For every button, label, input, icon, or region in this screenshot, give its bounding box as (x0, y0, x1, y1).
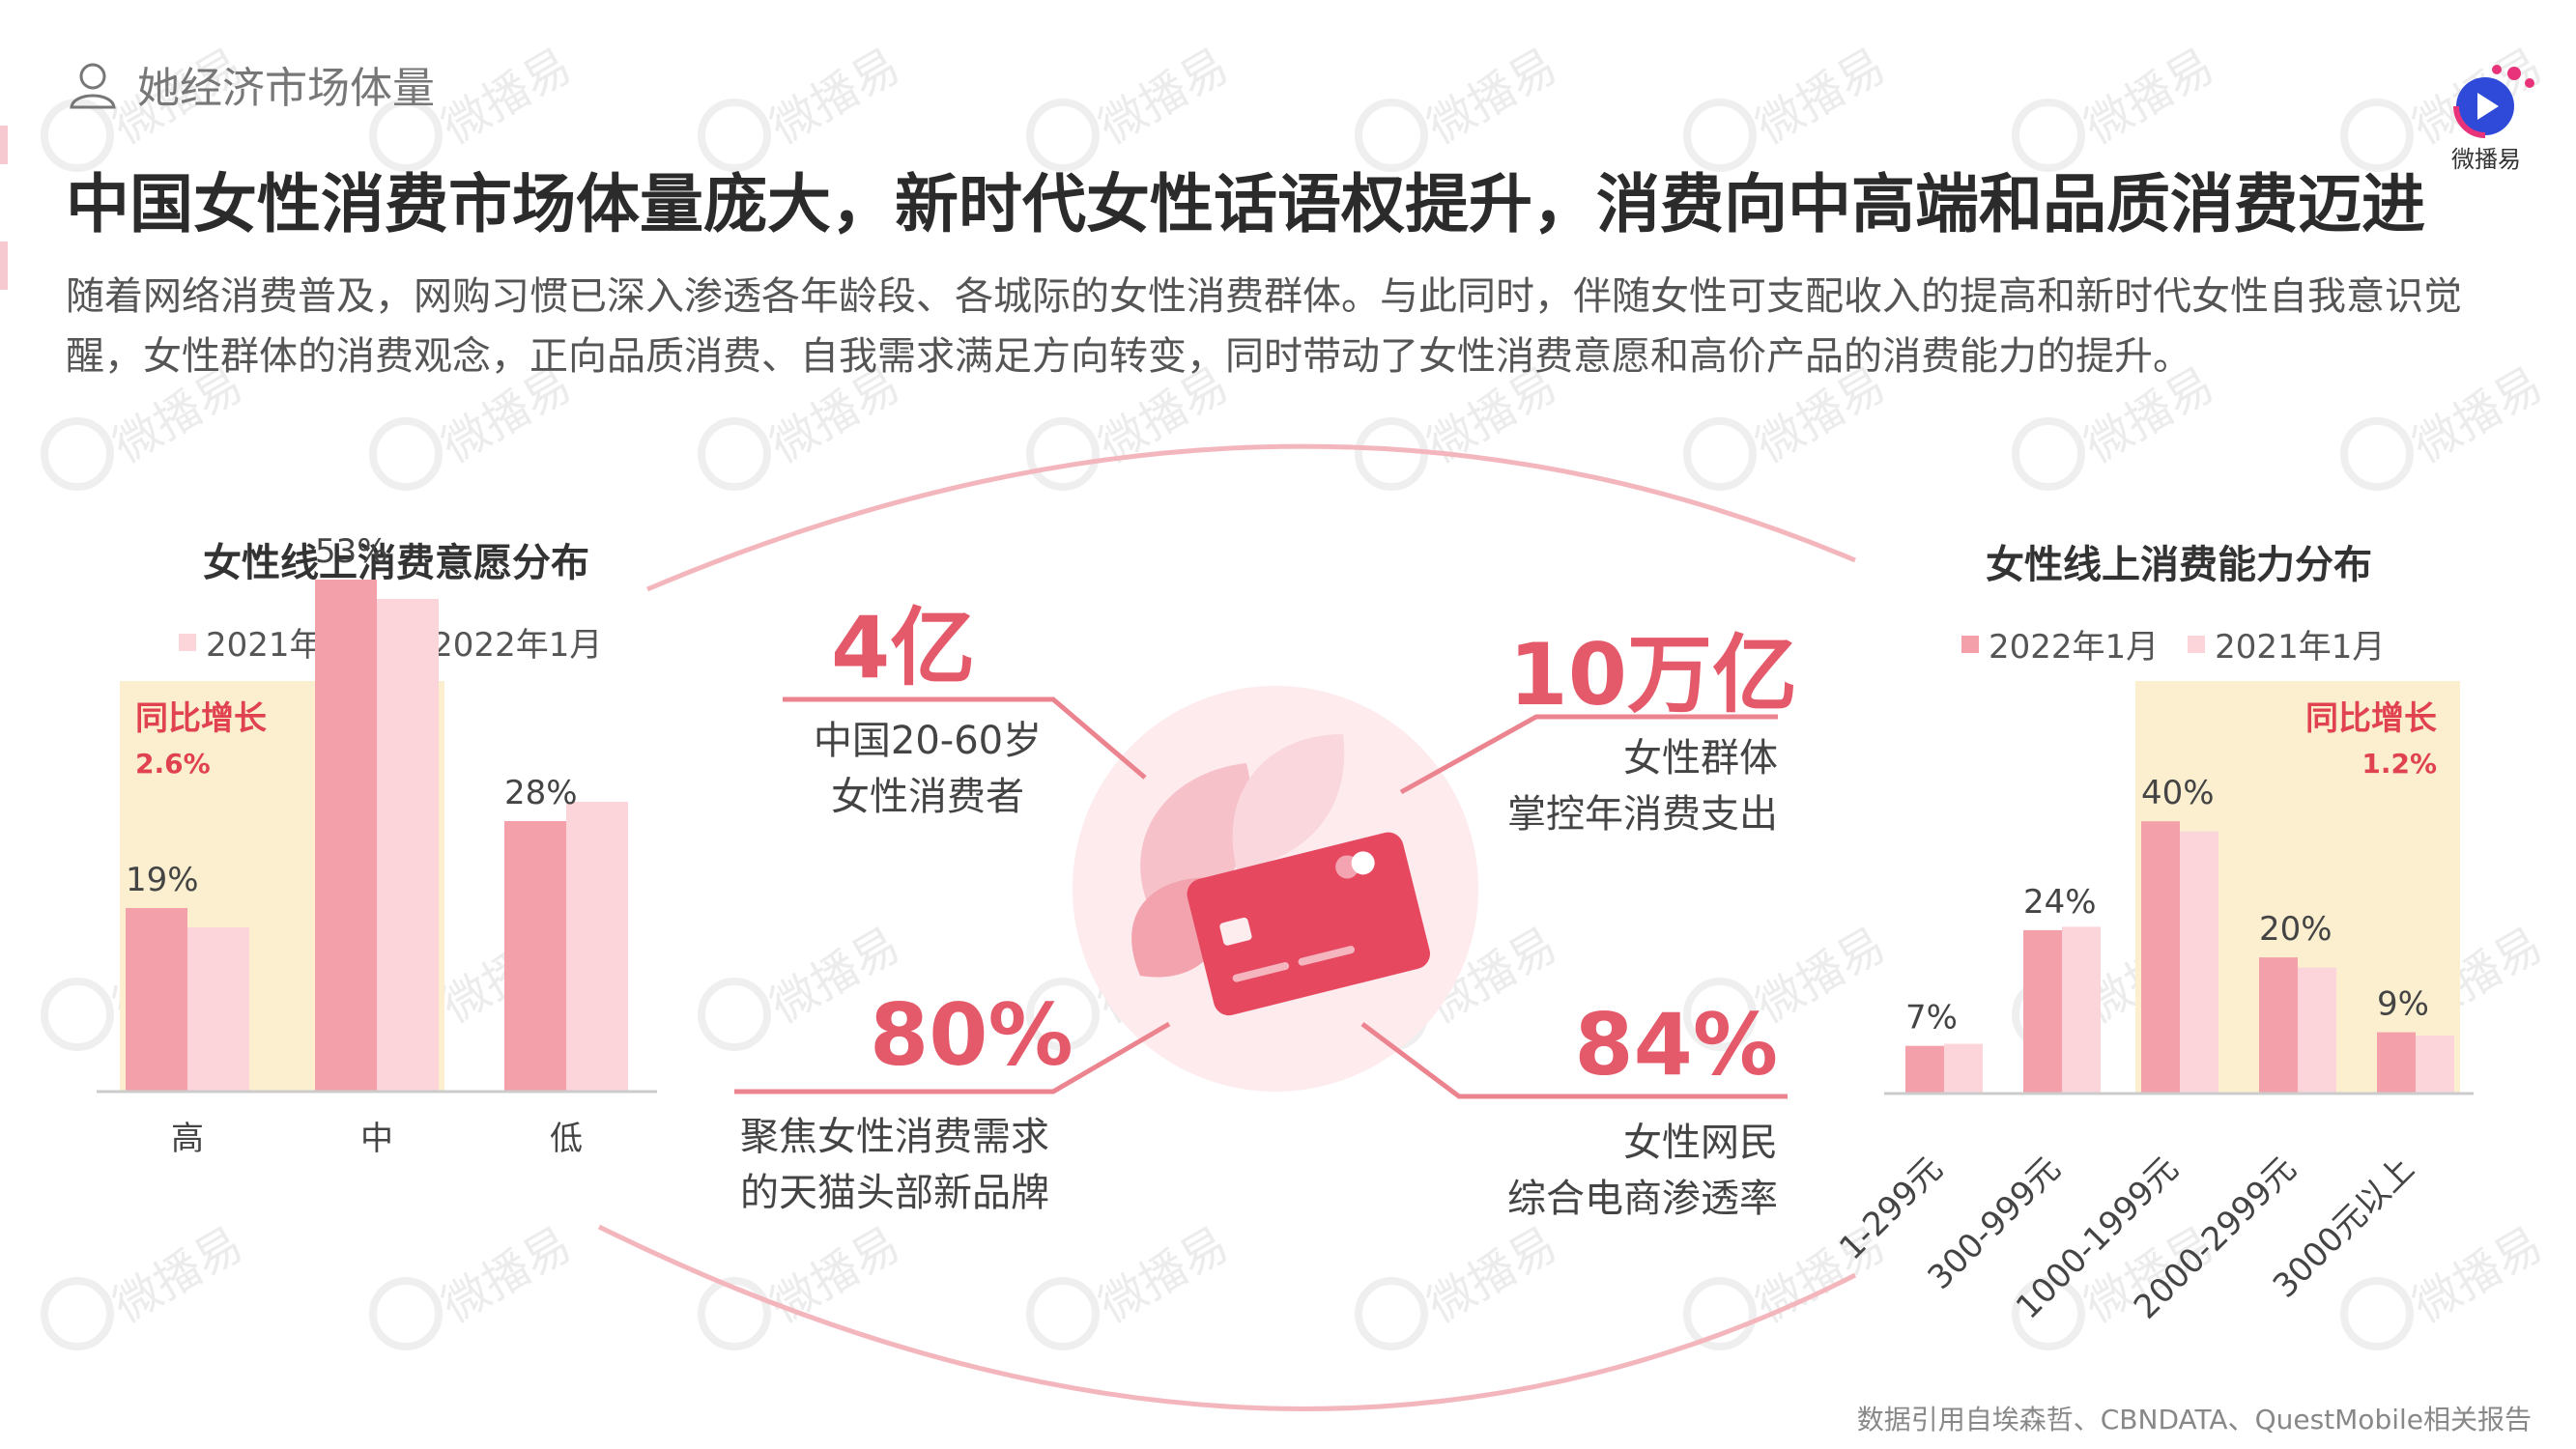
stat-block: 4亿 (831, 580, 1082, 702)
legend-label: 2022年1月 (1989, 628, 2160, 667)
legend-swatch (2188, 635, 2206, 653)
bottom-arc (597, 1224, 1857, 1411)
value-label: 19% (126, 861, 199, 899)
value-label: 40% (2141, 774, 2215, 812)
connector-line (1399, 714, 1778, 795)
value-label: 20% (2259, 910, 2333, 949)
chart-title-capacity: 女性线上消费能力分布 (1986, 543, 2372, 587)
top-arc (646, 443, 1856, 592)
stat-desc-line: 掌控年消费支出 (1507, 792, 1778, 837)
section-header: 她经济市场体量 (66, 50, 435, 118)
stat-value: 80% (870, 985, 1073, 1085)
value-label: 7% (1905, 999, 1958, 1037)
value-label: 53% (315, 532, 388, 571)
stat-desc-line: 的天猫头部新品牌 (740, 1171, 1049, 1215)
side-accent-mark (0, 242, 8, 290)
value-label: 24% (2023, 883, 2097, 922)
section-label: 她经济市场体量 (137, 64, 435, 113)
bar-series-a (2023, 929, 2062, 1094)
leaf-shape (1232, 734, 1345, 869)
bar-series-b (2180, 831, 2218, 1094)
bar-series-b (2298, 967, 2336, 1094)
growth-label: 同比增长 (2305, 699, 2437, 738)
connector-line (734, 1021, 1171, 1094)
legend-item: 2022年1月 (1961, 620, 2159, 668)
stat-block: 84% (1546, 995, 1778, 1094)
stat-block: 80% (870, 985, 1111, 1085)
growth-value: 1.2% (2361, 748, 2437, 780)
bar-series-a (187, 927, 249, 1092)
source-note: 数据引用自埃森哲、CBNDATA、QuestMobile相关报告 (1856, 1404, 2532, 1435)
connector-line (1360, 1022, 1788, 1099)
category-label: 1-299元 (1832, 1150, 1950, 1267)
stat-description: 聚焦女性消费需求 的天猫头部新品牌 (740, 1109, 1127, 1221)
category-label: 高 (171, 1120, 204, 1158)
stat-description: 女性群体 掌控年消费支出 (1449, 730, 1778, 842)
growth-label: 同比增长 (135, 699, 267, 738)
bar-series-b (2416, 1036, 2454, 1094)
bar-series-a (377, 599, 439, 1092)
side-accent-mark (0, 126, 8, 164)
stat-desc-line: 聚焦女性消费需求 (740, 1115, 1049, 1159)
stat-block: 10万亿 (1507, 607, 1797, 729)
stat-value: 10万亿 (1508, 625, 1797, 724)
stat-desc-line: 综合电商渗透率 (1507, 1177, 1778, 1221)
bar-series-a (2259, 957, 2298, 1094)
stat-desc-line: 女性网民 (1623, 1121, 1778, 1165)
bar-series-a (2377, 1032, 2416, 1094)
bar-series-b (126, 908, 187, 1092)
bar-series-b (315, 580, 377, 1092)
intro-paragraph: 随着网络消费普及，网购习惯已深入渗透各年龄段、各城际的女性消费群体。与此同时，伴… (66, 274, 2462, 379)
category-label: 低 (550, 1120, 583, 1158)
connector-line (783, 696, 1147, 780)
bar-series-a (2141, 821, 2180, 1094)
value-label: 9% (2377, 985, 2429, 1024)
category-label: 中 (360, 1120, 393, 1158)
growth-value: 2.6% (135, 748, 211, 780)
legend-item: 2022年1月 (405, 618, 602, 666)
stat-description: 女性网民 综合电商渗透率 (1391, 1115, 1778, 1227)
chart-legend-capacity: 2022年1月 2021年1月 (1961, 620, 2385, 668)
stat-value: 84% (1574, 995, 1778, 1094)
page-title: 中国女性消费市场体量庞大，新时代女性话语权提升，消费向中高端和品质消费迈进 (66, 167, 2425, 242)
legend-item: 2021年1月 (2188, 620, 2385, 668)
credit-card-icon (1187, 832, 1430, 1016)
stat-value: 4亿 (831, 598, 976, 697)
stat-desc-line: 中国20-60岁 (813, 719, 1043, 763)
value-label: 28% (504, 774, 578, 812)
bar-series-a (566, 802, 628, 1092)
legend-label: 2021年1月 (2215, 628, 2386, 667)
legend-label: 2022年1月 (432, 626, 603, 665)
play-logo-icon (2435, 58, 2551, 174)
bar-series-a (1905, 1045, 1944, 1094)
stat-description: 中国20-60岁 女性消费者 (763, 713, 1092, 825)
bar-series-b (1944, 1043, 1983, 1094)
person-outline-icon (70, 63, 116, 109)
chart-title-willingness: 女性线上消费意愿分布 (203, 541, 589, 585)
stat-desc-line: 女性群体 (1623, 736, 1778, 781)
legend-swatch (1961, 635, 1979, 653)
legend-swatch (179, 633, 196, 651)
bar-series-b (2062, 926, 2101, 1094)
bar-series-b (504, 821, 566, 1092)
stat-desc-line: 女性消费者 (831, 775, 1024, 819)
logo-text: 微播易 (2451, 146, 2521, 173)
